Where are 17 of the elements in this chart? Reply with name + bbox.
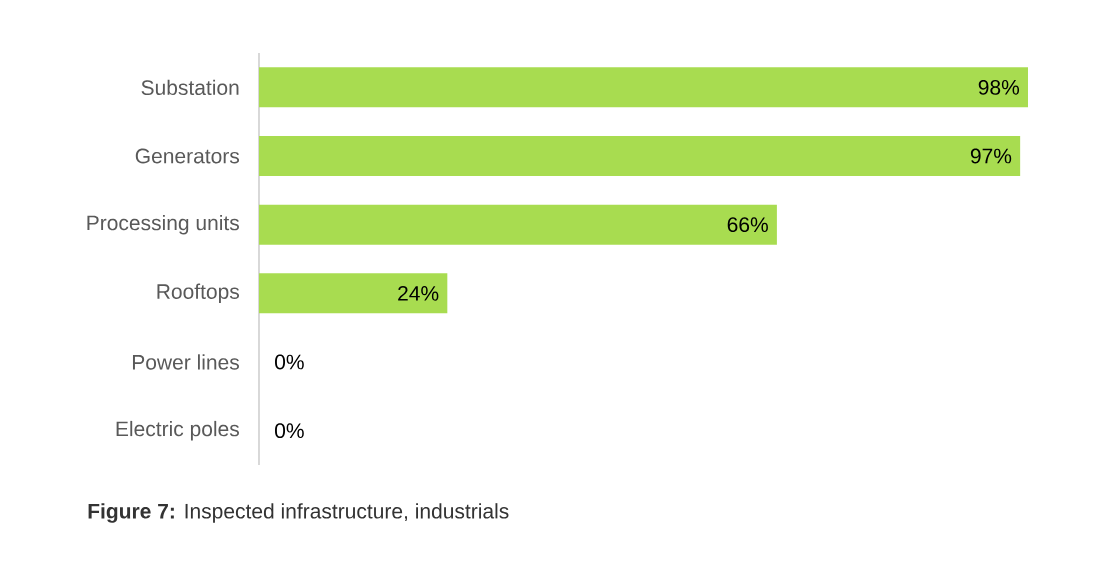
bar [259, 204, 777, 245]
bar [259, 67, 1028, 108]
y-tick-label: Substation [141, 79, 239, 96]
bar [259, 273, 448, 314]
data-label: 0% [275, 354, 304, 370]
data-label: 98% [978, 79, 1020, 95]
y-tick-label: Generators [135, 148, 240, 164]
y-tick-label: Power lines [132, 354, 239, 370]
y-tick-label: Processing units [87, 214, 239, 235]
text: Figure 7: Inspected infrastructure, industrials [88, 503, 509, 523]
data-label: 24% [398, 285, 439, 301]
bar [259, 136, 1021, 176]
data-label: 0% [275, 423, 304, 439]
y-tick-label: Rooftops [157, 283, 240, 304]
data-label: 66% [727, 217, 768, 233]
y-tick-label: Electric poles [116, 420, 239, 441]
data-label: 97% [970, 148, 1012, 164]
